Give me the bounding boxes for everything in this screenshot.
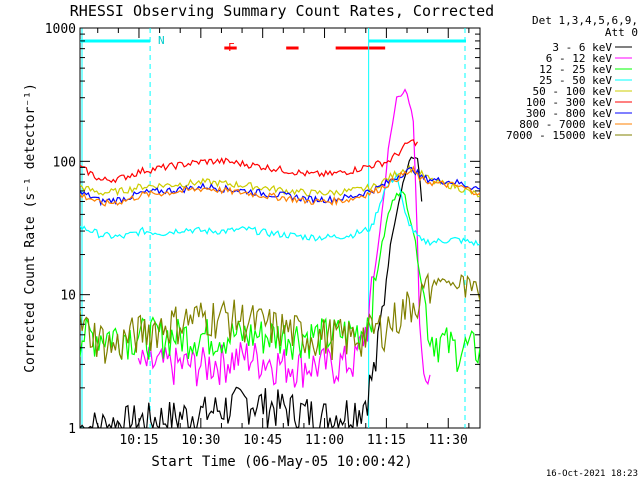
y-tick-label-2: 100 [53,155,76,170]
legend-header-1: Att 0 [605,26,638,39]
series-lines [80,88,480,428]
vertical-markers [81,28,466,428]
legend-label-5: 100 - 300 keV [526,96,612,109]
y-axis-ticks: 1 10 100 1000 [45,22,480,437]
x-axis-label: Start Time (06-May-05 10:00:42) [151,454,412,470]
x-axis-ticks: 10:15 10:30 10:45 11:00 11:15 11:30 [97,28,470,448]
y-axis-label: Corrected Count Rate (s⁻¹ detector⁻¹) [23,83,38,373]
status-bars [80,39,466,50]
legend-label-4: 50 - 100 keV [533,85,613,98]
series-line-8 [80,272,480,364]
series-line-6 [80,166,480,207]
y-tick-label-3: 1000 [45,22,76,37]
legend-header-0: Det 1,3,4,5,6,9, [532,14,638,27]
x-tick-label-0: 10:15 [119,433,158,448]
series-line-5 [80,139,419,184]
timestamp: 16-Oct-2021 18:23 [546,469,638,479]
legend-label-3: 25 - 50 keV [539,74,612,87]
x-tick-label-1: 10:30 [181,433,220,448]
flare-annotation: F [228,41,235,54]
legend-label-8: 7000 - 15000 keV [506,129,612,142]
legend-label-6: 300 - 800 keV [526,107,612,120]
x-tick-label-4: 11:15 [367,433,406,448]
legend-label-0: 3 - 6 keV [552,41,612,54]
x-tick-label-3: 11:00 [305,433,344,448]
x-tick-label-2: 10:45 [243,433,282,448]
x-tick-label-5: 11:30 [429,433,468,448]
series-line-7 [80,166,480,207]
legend-label-1: 6 - 12 keV [546,52,613,65]
legend-label-7: 800 - 7000 keV [519,118,612,131]
series-line-1 [137,88,431,388]
plot-frame [79,27,481,429]
y-tick-label-0: 1 [68,422,76,437]
y-tick-label-1: 10 [60,289,76,304]
night-annotation: N [158,34,165,47]
series-line-3 [80,172,480,247]
chart-title: RHESSI Observing Summary Count Rates, Co… [70,2,494,20]
series-line-0 [80,156,423,428]
legend-label-2: 12 - 25 keV [539,63,612,76]
